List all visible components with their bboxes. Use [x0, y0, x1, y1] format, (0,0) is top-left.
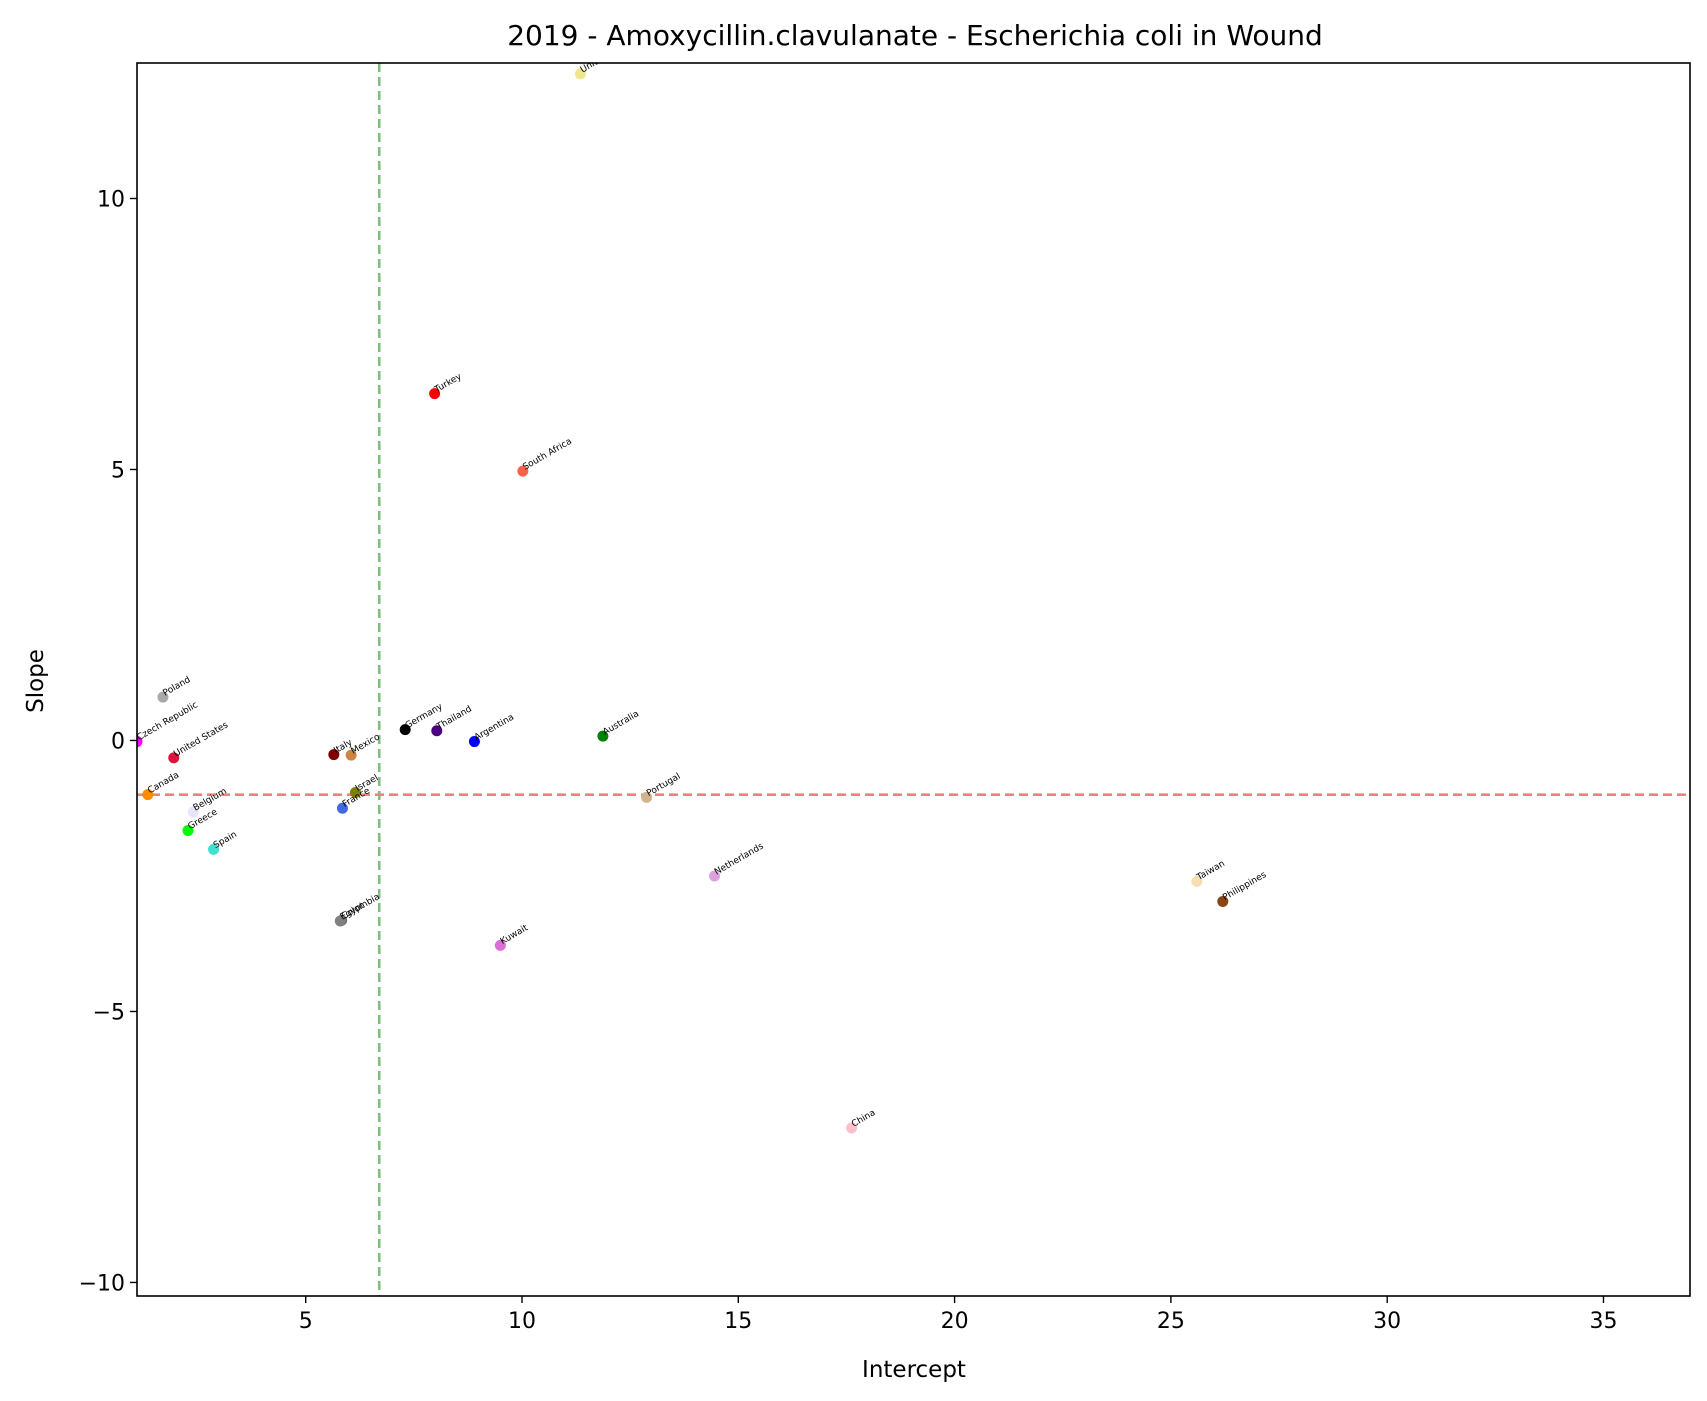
- y-tick-label: 5: [111, 458, 125, 483]
- data-point: [168, 752, 180, 764]
- data-point: [208, 843, 220, 855]
- data-point: [429, 388, 441, 400]
- data-point: [399, 724, 411, 736]
- data-point: [641, 791, 653, 803]
- data-point: [494, 939, 506, 951]
- y-tick-label: −10: [79, 1271, 125, 1296]
- data-point: [1191, 875, 1203, 887]
- data-point: [328, 749, 340, 761]
- x-tick-label: 5: [299, 1309, 313, 1334]
- data-point: [517, 465, 529, 477]
- data-point: [187, 806, 199, 818]
- data-point: [345, 749, 357, 761]
- x-tick-label: 30: [1373, 1309, 1401, 1334]
- data-point: [846, 1122, 858, 1134]
- data-point: [137, 736, 143, 748]
- plot-frame: [136, 62, 1691, 1297]
- y-tick-label: 0: [111, 729, 125, 754]
- x-axis-ticks: 5 10 15 20 25 30 35: [299, 1296, 1617, 1334]
- y-tick-label: −5: [93, 1000, 125, 1025]
- x-tick-label: 10: [508, 1309, 536, 1334]
- data-point: [468, 736, 480, 748]
- data-point: [142, 789, 154, 801]
- data-point: [349, 787, 361, 799]
- data-point: [574, 68, 586, 80]
- x-tick-label: 25: [1157, 1309, 1185, 1334]
- chart-title: 2019 - Amoxycillin.clavulanate - Escheri…: [507, 19, 1323, 52]
- x-tick-label: 15: [724, 1309, 752, 1334]
- y-axis-label: Slope: [23, 649, 49, 713]
- y-axis-ticks: 10 5 0 −5 −10: [79, 187, 137, 1296]
- data-point: [334, 915, 346, 927]
- x-axis-label: Intercept: [862, 1357, 966, 1383]
- data-point: [597, 730, 609, 742]
- data-point: [157, 691, 169, 703]
- y-tick-label: 10: [97, 187, 125, 212]
- data-point: [182, 824, 194, 836]
- data-point: [336, 802, 348, 814]
- x-tick-label: 20: [941, 1309, 969, 1334]
- data-point: [709, 870, 721, 882]
- data-point: [1217, 895, 1229, 907]
- data-point: [431, 725, 443, 737]
- x-tick-label: 35: [1589, 1309, 1617, 1334]
